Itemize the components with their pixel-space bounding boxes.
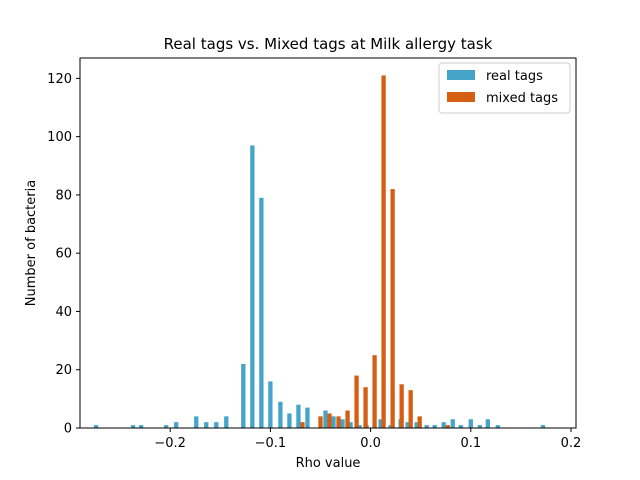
real-tags-bar	[450, 419, 455, 428]
real-tags-bar	[268, 381, 273, 428]
real-tags-bar	[241, 363, 246, 428]
real-tags-bar	[378, 419, 383, 428]
real-tags-bar	[164, 425, 169, 428]
real-tags-bar	[331, 416, 336, 428]
real-tags-bar	[204, 422, 209, 428]
y-axis: 0 20 40 60 80 100 120	[47, 72, 80, 437]
real-tags-bar	[414, 422, 419, 428]
mixed-tags-bar	[345, 410, 350, 428]
real-tags-bar	[432, 425, 437, 428]
real-tags-bar	[468, 419, 473, 428]
y-axis-label: Number of bacteria	[24, 180, 39, 306]
y-tick-label: 60	[55, 247, 72, 262]
real-tags-bar	[214, 422, 219, 428]
x-tick-label: 0.0	[360, 436, 381, 451]
x-axis-label: Rho value	[296, 456, 361, 471]
real-tags-bar	[323, 410, 328, 428]
legend-swatch-real-tags	[447, 70, 475, 80]
legend-swatch-mixed-tags	[447, 92, 475, 102]
mixed-tags-bar	[390, 189, 395, 428]
real-tags-bar	[130, 425, 136, 428]
real-tags-bar	[287, 413, 292, 428]
real-tags-bar	[405, 422, 410, 428]
real-tags-bar	[348, 422, 353, 428]
real-tags-bar	[174, 422, 179, 428]
mixed-tags-bar	[408, 390, 413, 428]
x-tick-label: 0.1	[460, 436, 481, 451]
mixed-tags-bar	[363, 387, 368, 428]
x-axis: −0.2 −0.1 0.0 0.1 0.2	[154, 428, 581, 451]
mixed-tags-bar	[417, 416, 422, 428]
real-tags-bar	[477, 425, 482, 428]
mixed-tags-bar	[354, 375, 359, 428]
real-tags-bar	[540, 425, 546, 428]
legend-label-real-tags: real tags	[486, 69, 543, 84]
real-tags-bar	[194, 416, 199, 428]
x-tick-label: −0.1	[255, 436, 287, 451]
real-tags-bar	[305, 407, 310, 428]
real-tags-bar	[138, 425, 144, 428]
chart-title: Real tags vs. Mixed tags at Milk allergy…	[164, 35, 493, 53]
mixed-tags-bar	[445, 425, 450, 428]
mixed-tags-bar	[318, 416, 323, 428]
real-tags-bar	[495, 425, 500, 428]
real-tags-bar	[250, 145, 255, 428]
real-tags-bar	[485, 419, 490, 428]
real-tags-bar	[357, 425, 362, 428]
real-tags-bar	[278, 401, 283, 428]
real-tags-bar	[224, 416, 229, 428]
y-tick-label: 80	[55, 188, 72, 203]
plot-frame	[79, 57, 577, 429]
mixed-tags-bar	[300, 422, 305, 428]
mixed-tags-bar	[381, 75, 386, 428]
real-tags-bar	[458, 425, 463, 428]
real-tags-bar	[340, 419, 345, 428]
x-tick-label: 0.2	[561, 436, 582, 451]
mixed-tags-bar	[336, 416, 341, 428]
x-tick-label: −0.2	[154, 436, 186, 451]
legend: real tags mixed tags	[438, 62, 571, 114]
y-tick-label: 40	[55, 305, 72, 320]
real-tags-bar	[296, 404, 301, 428]
real-tags-bar	[424, 425, 429, 428]
mixed-tags-bar	[372, 355, 377, 428]
legend-label-mixed-tags: mixed tags	[486, 91, 558, 106]
mixed-tags-bar	[399, 384, 404, 428]
y-tick-label: 20	[55, 363, 72, 378]
real-tags-bar	[259, 197, 264, 428]
y-tick-label: 100	[47, 130, 72, 145]
y-tick-label: 0	[64, 422, 72, 437]
real-tags-bar	[441, 422, 446, 428]
mixed-tags-bars	[300, 75, 450, 428]
y-tick-label: 120	[47, 72, 72, 87]
real-tags-bar	[93, 425, 99, 428]
mixed-tags-bar	[327, 413, 332, 428]
